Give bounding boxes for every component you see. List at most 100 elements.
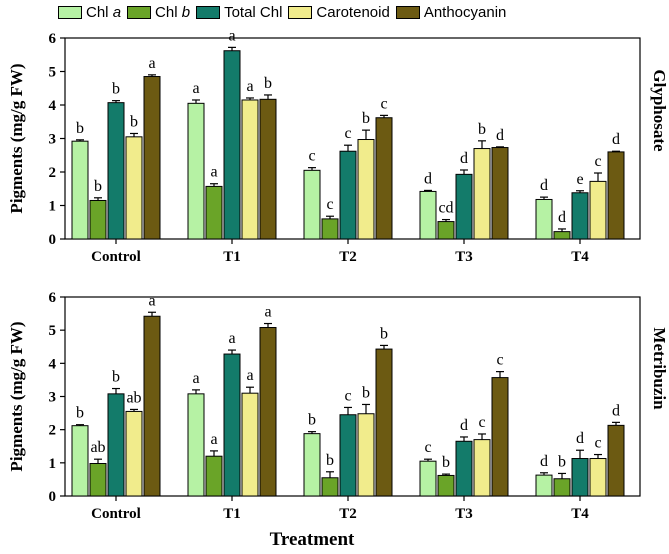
bar-chl-a-control <box>71 140 89 240</box>
significance-letter: a <box>192 80 199 97</box>
legend: Chl a Chl b Total Chl Carotenoid Anthocy… <box>58 0 506 24</box>
bar-chl-b-t3 <box>437 221 455 240</box>
bar-anthocyanin-control <box>143 315 161 497</box>
x-tick-label-t1: T1 <box>223 249 241 265</box>
y-tick-label: 6 <box>49 31 57 47</box>
y-tick-label: 1 <box>49 199 57 215</box>
bar-total-chl-t1 <box>223 50 241 240</box>
bar-carotenoid-t4 <box>589 180 607 240</box>
significance-letter: b <box>94 178 102 195</box>
significance-letter: d <box>460 150 468 167</box>
bar-chl-b-t4 <box>553 478 571 497</box>
bar-chl-b-control <box>89 462 107 497</box>
bar-anthocyanin-t1 <box>259 98 277 240</box>
significance-letter: b <box>264 75 272 92</box>
bar-anthocyanin-t3 <box>491 147 509 240</box>
bar-total-chl-t4 <box>571 458 589 497</box>
significance-letter: a <box>228 27 235 44</box>
bar-chl-a-t2 <box>303 169 321 240</box>
significance-letter: c <box>344 125 351 142</box>
y-tick-label: 1 <box>49 456 57 472</box>
significance-letter: c <box>478 414 485 431</box>
legend-item-chl-a: Chl a <box>58 4 121 21</box>
bar-chl-b-t3 <box>437 474 455 497</box>
significance-letter: a <box>148 55 155 72</box>
legend-label-chl-b: Chl b <box>155 3 191 21</box>
bar-carotenoid-t4 <box>589 458 607 497</box>
significance-letter: d <box>460 417 468 434</box>
bar-total-chl-control <box>107 102 125 240</box>
significance-letter: c <box>380 95 387 112</box>
panel-label-glyphosate: Glyphosate <box>650 69 669 152</box>
x-tick-label-control: Control <box>91 506 141 522</box>
significance-letter: d <box>496 127 504 144</box>
legend-label-total-chl: Total Chl <box>224 3 283 21</box>
significance-letter: a <box>246 78 253 95</box>
significance-letter: c <box>594 435 601 452</box>
bar-anthocyanin-t4 <box>607 424 625 497</box>
significance-letter: b <box>362 110 370 127</box>
legend-label-carotenoid: Carotenoid <box>316 3 390 21</box>
significance-letter: b <box>112 81 120 98</box>
y-tick-label: 4 <box>49 98 57 114</box>
significance-letter: a <box>264 304 271 321</box>
bar-chl-a-t1 <box>187 102 205 240</box>
bar-anthocyanin-t2 <box>375 348 393 497</box>
x-tick-label-t2: T2 <box>339 249 357 265</box>
bar-chl-a-t3 <box>419 190 437 240</box>
legend-item-total-chl: Total Chl <box>196 4 282 21</box>
bar-anthocyanin-t2 <box>375 117 393 240</box>
bar-carotenoid-control <box>125 410 143 497</box>
bar-total-chl-t3 <box>455 440 473 497</box>
significance-letter: b <box>112 369 120 386</box>
y-tick-label: 6 <box>49 290 57 306</box>
legend-item-anthocyanin: Anthocyanin <box>395 4 506 21</box>
significance-letter: d <box>540 177 548 194</box>
bar-chl-b-control <box>89 199 107 240</box>
legend-item-chl-b: Chl b <box>127 4 190 21</box>
significance-letter: b <box>442 454 450 471</box>
significance-letter: d <box>612 402 620 419</box>
panel-metribuzin: 0 1 2 3 4 5 6 Pigments (mg/g FW) Metribuzin Contr… <box>7 290 669 522</box>
significance-letter: e <box>576 171 583 188</box>
significance-letter: b <box>76 405 84 422</box>
bar-chl-a-t4 <box>535 198 553 240</box>
bar-chl-b-t2 <box>321 218 339 240</box>
x-tick-label-t1: T1 <box>223 506 241 522</box>
bar-total-chl-t4 <box>571 192 589 240</box>
significance-letter: d <box>612 131 620 148</box>
y-tick-label: 5 <box>49 65 57 81</box>
y-tick-label: 5 <box>49 323 57 339</box>
significance-letter: b <box>478 121 486 138</box>
significance-letter: a <box>228 330 235 347</box>
x-tick-label-t3: T3 <box>455 506 473 522</box>
y-axis-title: Pigments (mg/g FW) <box>7 321 26 471</box>
bar-total-chl-control <box>107 393 125 497</box>
significance-letter: ab <box>126 389 141 406</box>
bar-chl-a-t2 <box>303 433 321 497</box>
significance-letter: c <box>308 148 315 165</box>
legend-swatch-total-chl <box>196 5 221 19</box>
x-tick-label-t3: T3 <box>455 249 473 265</box>
significance-letter: a <box>192 370 199 387</box>
significance-letter: c <box>496 352 503 369</box>
x-tick-label-t4: T4 <box>571 249 589 265</box>
legend-swatch-anthocyanin <box>395 5 420 19</box>
bar-total-chl-t3 <box>455 173 473 240</box>
y-tick-label: 3 <box>49 132 57 148</box>
bar-chl-a-control <box>71 425 89 497</box>
significance-letter: b <box>326 452 334 469</box>
significance-letter: cd <box>438 200 453 217</box>
bar-chl-b-t4 <box>553 231 571 240</box>
significance-letter: b <box>558 453 566 470</box>
bar-anthocyanin-t1 <box>259 327 277 497</box>
panel-label-metribuzin: Metribuzin <box>650 327 669 410</box>
legend-item-carotenoid: Carotenoid <box>288 3 390 21</box>
panel-glyphosate: 0 1 2 3 4 5 6 Pigments (mg/g FW) Glyphosate Contr… <box>7 27 669 265</box>
significance-letter: b <box>362 384 370 401</box>
bar-total-chl-t2 <box>339 414 357 497</box>
legend-swatch-carotenoid <box>288 5 313 19</box>
y-tick-label: 2 <box>49 165 57 181</box>
bar-anthocyanin-t3 <box>491 377 509 497</box>
